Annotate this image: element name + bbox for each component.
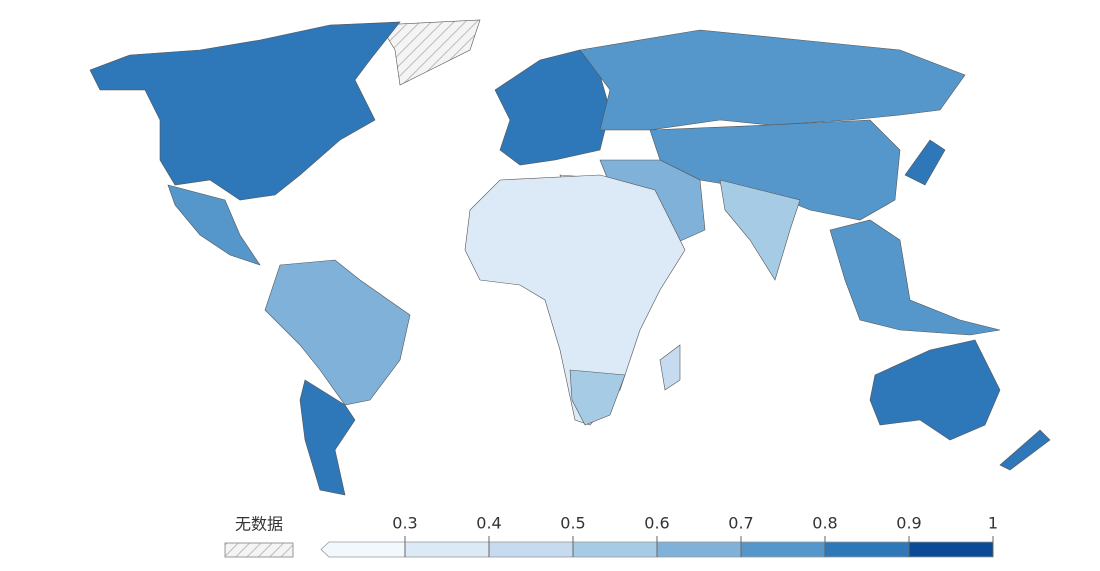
region <box>264 259 411 406</box>
region <box>167 184 261 266</box>
legend-tick-label: 0.3 <box>392 514 417 533</box>
legend-tick-label: 0.9 <box>896 514 921 533</box>
region <box>89 21 401 201</box>
legend-bin <box>740 541 826 558</box>
region <box>659 344 681 391</box>
no-data-label: 无数据 <box>235 515 283 534</box>
legend: 无数据 0.3 0.4 0.5 0.6 0.7 0.8 0.9 1 <box>224 514 998 558</box>
legend-arrow <box>320 541 406 558</box>
legend-tick-label: 0.8 <box>812 514 837 533</box>
legend-bin <box>908 541 994 558</box>
legend-bin <box>572 541 658 558</box>
regions <box>89 19 1051 496</box>
region <box>569 369 626 426</box>
region <box>869 339 1001 441</box>
region <box>829 219 1001 336</box>
region <box>999 429 1051 471</box>
region <box>719 179 801 281</box>
legend-bin <box>824 541 910 558</box>
legend-bin <box>404 541 490 558</box>
region <box>904 139 946 186</box>
legend-tick-label: 0.5 <box>560 514 585 533</box>
region <box>579 29 966 131</box>
region <box>299 379 356 496</box>
no-data-region <box>379 19 481 86</box>
no-data-swatch <box>224 542 294 558</box>
legend-tick-label: 1 <box>988 514 998 533</box>
legend-bin <box>488 541 574 558</box>
legend-tick-label: 0.6 <box>644 514 669 533</box>
legend-bin <box>656 541 742 558</box>
legend-tick-label: 0.4 <box>476 514 501 533</box>
region <box>494 49 611 166</box>
legend-tick-label: 0.7 <box>728 514 753 533</box>
